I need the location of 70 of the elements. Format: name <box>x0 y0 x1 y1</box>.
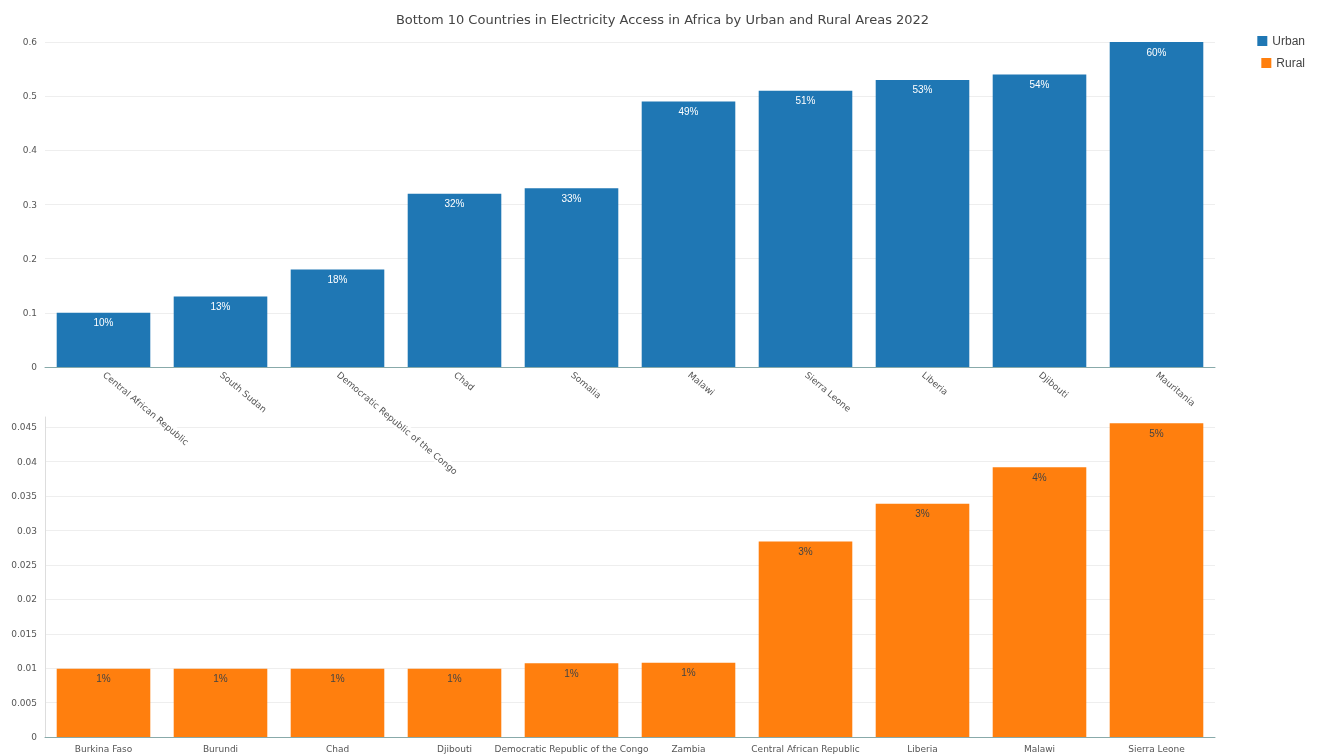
y-tick-label: 0.3 <box>22 199 37 210</box>
data-label: 1% <box>213 673 228 685</box>
bar <box>1109 42 1204 367</box>
bar <box>290 668 385 737</box>
y-tick-label: 0.015 <box>11 628 37 639</box>
bar <box>758 90 853 367</box>
bar <box>524 188 619 367</box>
bar <box>407 668 502 737</box>
bar <box>992 74 1087 367</box>
y-tick-label: 0.4 <box>22 145 38 156</box>
data-label: 33% <box>561 192 582 204</box>
legend-label: Rural <box>1276 56 1306 70</box>
bar <box>641 662 736 737</box>
chart-title: Bottom 10 Countries in Electricity Access in Africa by Urban and Rural Areas 2022 <box>395 12 930 27</box>
x-tick-label: Liberia <box>907 743 938 754</box>
y-tick-label: 0.005 <box>11 697 37 708</box>
x-tick-label: Democratic Republic of the Congo <box>494 743 649 754</box>
y-tick-label: 0.6 <box>22 37 38 47</box>
bar <box>875 79 970 367</box>
data-label: 1% <box>330 673 345 685</box>
bar <box>992 467 1087 737</box>
x-tick-label: Sierra Leone <box>1128 743 1186 754</box>
y-tick-label: 0 <box>31 362 38 372</box>
y-tick-label: 0.01 <box>16 663 37 674</box>
data-label: 1% <box>447 673 462 685</box>
y-tick-label: 0.04 <box>16 456 38 467</box>
bar <box>1109 423 1204 737</box>
data-label: 60% <box>1146 46 1167 58</box>
data-label: 1% <box>564 667 579 679</box>
bar <box>173 296 268 367</box>
bar <box>56 668 151 737</box>
x-tick-label: Burundi <box>202 743 239 754</box>
data-label: 1% <box>96 673 111 685</box>
data-label: 10% <box>93 317 114 329</box>
x-tick-label: Burkina Faso <box>74 743 133 754</box>
bar <box>641 101 736 367</box>
data-label: 3% <box>798 546 813 558</box>
data-label: 32% <box>444 198 465 210</box>
y-tick-label: 0.045 <box>11 422 37 433</box>
data-label: 13% <box>210 301 231 313</box>
y-tick-label: 0.1 <box>22 307 37 318</box>
y-tick-label: 0.02 <box>16 594 37 605</box>
data-label: 54% <box>1029 79 1050 90</box>
data-label: 53% <box>912 84 933 96</box>
y-tick-label: 0 <box>31 732 38 742</box>
y-tick-label: 0.03 <box>16 525 37 536</box>
y-tick-label: 0.5 <box>22 91 37 102</box>
data-label: 5% <box>1149 427 1164 439</box>
legend-label: Urban <box>1272 34 1305 48</box>
data-label: 3% <box>915 508 930 520</box>
x-tick-label: Djibouti <box>437 743 472 754</box>
data-label: 1% <box>681 667 696 679</box>
y-tick-label: 0.025 <box>11 559 37 570</box>
y-tick-label: 0.035 <box>11 491 37 502</box>
data-label: 4% <box>1032 471 1047 483</box>
bar <box>875 503 970 737</box>
data-label: 51% <box>795 95 816 107</box>
x-tick-label: Malawi <box>1023 743 1056 754</box>
data-label: 49% <box>678 106 699 118</box>
x-tick-label: Zambia <box>671 743 706 754</box>
bar <box>758 541 853 737</box>
bar <box>173 668 268 737</box>
x-tick-label: Chad <box>325 743 350 754</box>
bar <box>290 269 385 367</box>
bar <box>524 663 619 737</box>
y-tick-label: 0.2 <box>22 253 37 264</box>
data-label: 18% <box>327 274 348 285</box>
bar <box>56 312 151 367</box>
bar <box>407 193 502 367</box>
x-tick-label: Central African Republic <box>751 743 860 754</box>
